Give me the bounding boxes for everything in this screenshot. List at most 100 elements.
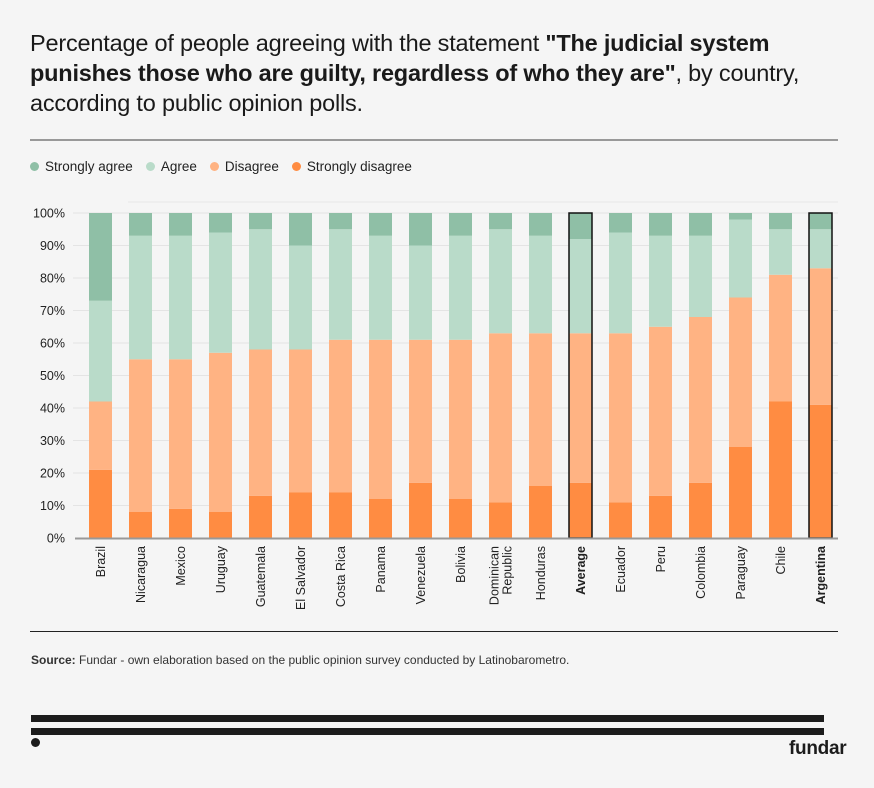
stacked-bar-chart: 0% 10% 20% 30% 40% 50% 60% 70% 80% 90% 100% Brazil N… [33, 201, 838, 610]
bar-segment-agree [769, 229, 792, 275]
legend-label: Strongly disagree [306, 159, 412, 174]
x-tick-label: Peru [654, 546, 668, 572]
brand-logo: fundar [789, 738, 847, 759]
bar-segment-strongly-disagree [209, 512, 232, 538]
bar-segment-agree [689, 235, 712, 317]
x-tick-label: Dominican [488, 546, 502, 605]
source-note: Source: Fundar - own elaboration based o… [31, 653, 569, 667]
x-tick-label: El Salvador [294, 546, 308, 610]
legend-dot-icon [291, 162, 301, 171]
bar-segment-agree [649, 235, 672, 327]
legend-item-disagree: Disagree [209, 159, 279, 174]
x-tick-label: Venezuela [414, 546, 428, 604]
bar-segment-disagree [209, 352, 232, 512]
bar-segment-agree [569, 239, 592, 334]
bar-segment-strongly-disagree [529, 486, 552, 538]
bar-segment-strongly-disagree [649, 495, 672, 538]
bar-segment-disagree [569, 333, 592, 483]
legend-item-agree: Agree [145, 159, 197, 174]
y-tick-label: 0% [47, 532, 65, 546]
bar-segment-strongly-disagree [809, 404, 832, 538]
bar-segment-disagree [369, 339, 392, 499]
bar-segment-strongly-agree [249, 213, 272, 230]
legend-dot-icon [145, 162, 155, 171]
y-tick-label: 40% [40, 402, 65, 416]
bar-segment-agree [209, 232, 232, 353]
bar-segment-strongly-disagree [569, 482, 592, 538]
bar-segment-strongly-disagree [89, 469, 112, 538]
bar-segment-disagree [449, 339, 472, 499]
bar-segment-strongly-agree [769, 213, 792, 230]
brand-dot-icon [31, 738, 40, 747]
bar-segment-strongly-agree [369, 213, 392, 236]
bar-segment-agree [169, 235, 192, 360]
bar-segment-strongly-agree [649, 213, 672, 236]
bar-segment-strongly-disagree [769, 401, 792, 538]
bar-segment-disagree [809, 268, 832, 405]
x-tick-label: Paraguay [734, 545, 748, 599]
bar-segment-disagree [529, 333, 552, 486]
y-tick-label: 10% [40, 499, 65, 513]
bar-segment-strongly-agree [809, 213, 832, 230]
bar-segment-disagree [129, 359, 152, 512]
bar-segment-disagree [649, 326, 672, 496]
x-tick-label: Mexico [174, 546, 188, 586]
bar-segment-agree [249, 229, 272, 350]
bar-segment-strongly-agree [209, 213, 232, 233]
y-tick-label: 20% [40, 467, 65, 481]
bar-segment-strongly-agree [329, 213, 352, 230]
footer-divider [30, 631, 838, 632]
y-tick-label: 60% [40, 337, 65, 351]
bar-segment-agree [609, 232, 632, 334]
bar-segment-disagree [89, 401, 112, 470]
legend-item-strongly-disagree: Strongly disagree [291, 159, 412, 174]
y-tick-label: 50% [40, 369, 65, 383]
bar-segment-strongly-agree [129, 213, 152, 236]
bar-segment-agree [809, 229, 832, 269]
bar-segment-agree [129, 235, 152, 360]
bar-segment-disagree [289, 349, 312, 493]
header-divider [30, 139, 838, 141]
x-tick-label: Argentina [814, 545, 828, 604]
x-tick-label: Brazil [94, 546, 108, 577]
y-tick-label: 100% [33, 207, 65, 221]
bar-segment-disagree [249, 349, 272, 496]
bar-segment-agree [489, 229, 512, 334]
chart-title: Percentage of people agreeing with the s… [30, 28, 840, 118]
x-tick-label: Republic [501, 546, 515, 595]
legend: Strongly agree Agree Disagree Strongly d… [30, 159, 425, 174]
bar-segment-agree [289, 245, 312, 350]
bar-segment-strongly-agree [609, 213, 632, 233]
bar-segment-agree [729, 219, 752, 298]
bar-segment-agree [369, 235, 392, 340]
x-tick-label: Colombia [694, 546, 708, 599]
x-tick-label: Honduras [534, 546, 548, 600]
bar-segment-strongly-disagree [289, 492, 312, 538]
x-tick-label: Average [574, 546, 588, 595]
source-label: Source: [31, 653, 76, 667]
bar-segment-agree [89, 300, 112, 402]
bar-segment-disagree [329, 339, 352, 493]
bar-segment-strongly-disagree [609, 502, 632, 538]
bar-segment-strongly-agree [569, 213, 592, 239]
bar-segment-strongly-agree [529, 213, 552, 236]
bar-segment-agree [529, 235, 552, 334]
y-tick-label: 80% [40, 272, 65, 286]
y-tick-label: 90% [40, 239, 65, 253]
bar-segment-strongly-agree [489, 213, 512, 230]
brand-bar-bottom [31, 728, 824, 735]
legend-item-strongly-agree: Strongly agree [30, 159, 133, 174]
bar-segment-strongly-disagree [409, 482, 432, 538]
bar-segment-agree [449, 235, 472, 340]
legend-label: Disagree [224, 159, 279, 174]
bar-segment-strongly-agree [289, 213, 312, 246]
y-tick-label: 70% [40, 304, 65, 318]
bar-segment-strongly-disagree [129, 512, 152, 538]
bar-segment-disagree [169, 359, 192, 509]
bar-segment-disagree [729, 297, 752, 447]
bar-segment-strongly-disagree [729, 447, 752, 538]
bar-segment-strongly-agree [169, 213, 192, 236]
source-text: Fundar - own elaboration based on the pu… [75, 653, 570, 667]
bar-segment-strongly-disagree [689, 482, 712, 538]
bar-segment-disagree [769, 274, 792, 402]
